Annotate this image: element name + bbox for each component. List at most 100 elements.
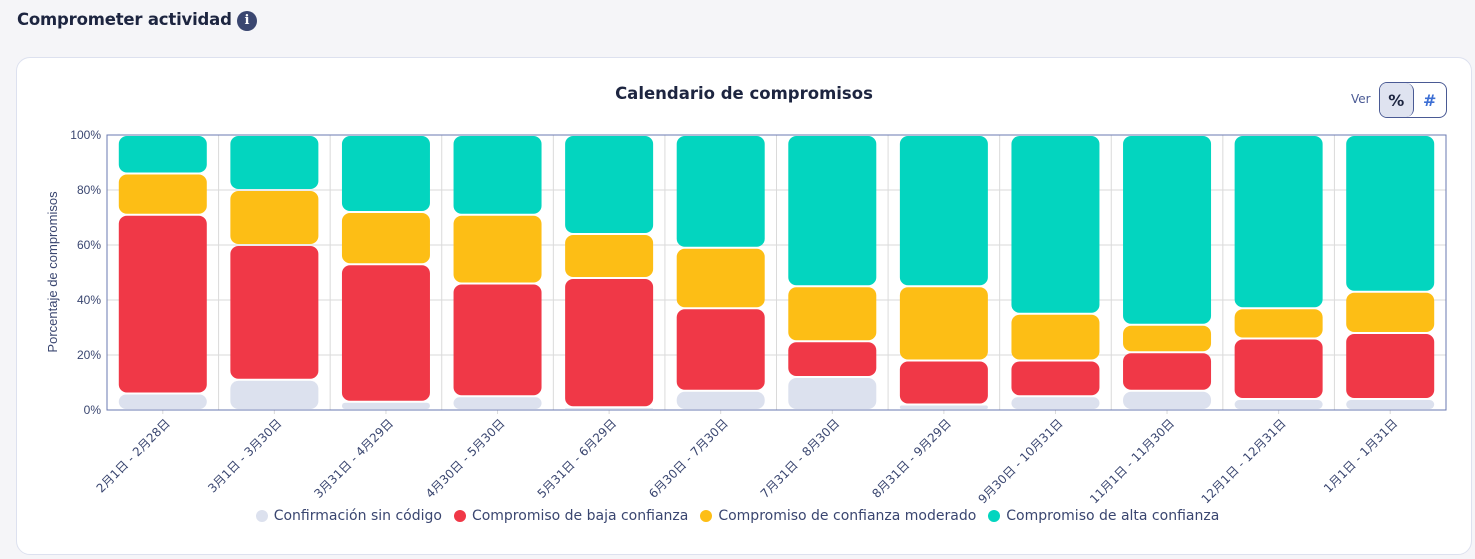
bar-segment[interactable] xyxy=(1234,309,1323,338)
bar-segment[interactable] xyxy=(899,136,988,286)
bar-segment[interactable] xyxy=(1011,397,1100,409)
bar-segment[interactable] xyxy=(899,405,988,410)
legend-dot-icon xyxy=(453,510,466,522)
bar-segment[interactable] xyxy=(1123,325,1212,352)
bar-segment[interactable] xyxy=(565,235,654,277)
bar-stack xyxy=(788,136,877,409)
bar-segment[interactable] xyxy=(565,136,654,233)
bar-segment[interactable] xyxy=(453,136,542,214)
bar-segment[interactable] xyxy=(341,136,430,211)
x-tick-label: 4月30日 - 5月30日 xyxy=(423,416,508,501)
x-tick-label: 1月1日 - 1月31日 xyxy=(1321,416,1400,495)
info-icon[interactable]: i xyxy=(237,11,257,31)
legend-label: Confirmación sin código xyxy=(273,508,442,524)
bar-segment[interactable] xyxy=(118,136,207,173)
legend-label: Compromiso de alta confianza xyxy=(1006,508,1220,524)
count-view-button[interactable]: # xyxy=(1423,90,1437,110)
bar-segment[interactable] xyxy=(341,213,430,264)
bar-stack xyxy=(453,136,542,409)
bar-segment[interactable] xyxy=(899,361,988,404)
view-label: Ver xyxy=(1351,92,1371,106)
page-title: Comprometer actividad xyxy=(17,10,232,29)
x-tick-label: 11月1日 - 11月30日 xyxy=(1087,416,1177,506)
legend-item[interactable]: Compromiso de confianza moderado xyxy=(700,508,976,524)
bar-segment[interactable] xyxy=(1346,136,1435,291)
bar-segment[interactable] xyxy=(230,136,319,189)
y-tick-label: 20% xyxy=(77,348,101,362)
legend-item[interactable]: Compromiso de baja confianza xyxy=(453,508,689,524)
legend: Confirmación sin código Compromiso de baj… xyxy=(0,508,1475,524)
bar-segment[interactable] xyxy=(230,191,319,244)
legend-dot-icon xyxy=(988,510,1001,522)
bar-segment[interactable] xyxy=(453,215,542,283)
bar-segment[interactable] xyxy=(788,287,877,341)
bars xyxy=(118,136,1435,410)
bar-segment[interactable] xyxy=(676,391,765,409)
x-tick-label: 6月30日 - 7月30日 xyxy=(646,416,731,501)
bar-segment[interactable] xyxy=(1123,353,1212,390)
x-tick-label: 3月31日 - 4月29日 xyxy=(311,416,396,501)
bar-segment[interactable] xyxy=(788,378,877,409)
bar-stack xyxy=(230,136,319,409)
bar-stack xyxy=(118,136,207,410)
bar-segment[interactable] xyxy=(1234,136,1323,308)
y-tick-label: 100% xyxy=(70,128,101,142)
bar-segment[interactable] xyxy=(899,287,988,360)
bar-segment[interactable] xyxy=(1123,391,1212,409)
y-axis-ticks: 0% 20% 40% 60% 80% 100% xyxy=(70,128,101,417)
bar-stack xyxy=(341,136,430,409)
bar-segment[interactable] xyxy=(453,284,542,396)
x-axis-ticks: 2月1日 - 2月28日 3月1日 - 3月30日 3月31日 - 4月29日 4月3… xyxy=(94,410,1400,506)
y-tick-label: 0% xyxy=(84,403,102,417)
bar-segment[interactable] xyxy=(230,380,319,409)
bar-segment[interactable] xyxy=(788,342,877,376)
legend-item[interactable]: Confirmación sin código xyxy=(255,508,442,524)
bar-stack xyxy=(899,136,988,410)
bar-segment[interactable] xyxy=(341,265,430,401)
legend-item[interactable]: Compromiso de alta confianza xyxy=(988,508,1219,524)
x-tick-label: 8月31日 - 9月29日 xyxy=(869,416,954,501)
bar-segment[interactable] xyxy=(676,248,765,308)
x-tick-label: 5月31日 - 6月29日 xyxy=(535,416,620,501)
bar-segment[interactable] xyxy=(1346,292,1435,332)
bar-segment[interactable] xyxy=(1011,136,1100,313)
bar-segment[interactable] xyxy=(341,402,430,409)
x-tick-label: 9月30日 - 10月31日 xyxy=(975,416,1065,506)
bar-segment[interactable] xyxy=(788,136,877,286)
bar-segment[interactable] xyxy=(1234,400,1323,409)
percent-view-button[interactable]: % xyxy=(1380,83,1414,117)
bar-segment[interactable] xyxy=(1123,136,1212,324)
bar-segment[interactable] xyxy=(118,215,207,393)
bar-segment[interactable] xyxy=(1346,334,1435,398)
bar-segment[interactable] xyxy=(1011,361,1100,396)
bar-segment[interactable] xyxy=(1346,400,1435,409)
legend-dot-icon xyxy=(700,510,713,522)
bar-stack xyxy=(1123,136,1212,409)
bar-stack xyxy=(565,136,654,409)
bar-segment[interactable] xyxy=(118,174,207,214)
bar-segment[interactable] xyxy=(118,394,207,410)
bar-segment[interactable] xyxy=(565,279,654,407)
legend-dot-icon xyxy=(255,510,268,522)
x-tick-label: 3月1日 - 3月30日 xyxy=(205,416,284,495)
y-tick-label: 80% xyxy=(77,183,101,197)
bar-segment[interactable] xyxy=(453,397,542,409)
x-tick-label: 12月1日 - 12月31日 xyxy=(1199,416,1289,506)
legend-label: Compromiso de confianza moderado xyxy=(718,508,977,524)
x-tick-label: 7月31日 - 8月30日 xyxy=(758,416,843,501)
x-tick-label: 2月1日 - 2月28日 xyxy=(94,416,173,495)
bar-segment[interactable] xyxy=(1011,314,1100,360)
y-tick-label: 40% xyxy=(77,293,101,307)
legend-label: Compromiso de baja confianza xyxy=(471,508,689,524)
bar-segment[interactable] xyxy=(676,309,765,390)
bar-segment[interactable] xyxy=(230,246,319,379)
bar-segment[interactable] xyxy=(1234,339,1323,399)
bar-stack xyxy=(1234,136,1323,409)
bar-stack xyxy=(1011,136,1100,409)
bar-stack xyxy=(676,136,765,409)
bar-segment[interactable] xyxy=(676,136,765,247)
y-axis-label: Porcentaje de compromisos xyxy=(45,191,60,353)
bar-segment[interactable] xyxy=(565,408,654,409)
bar-stack xyxy=(1346,136,1435,409)
